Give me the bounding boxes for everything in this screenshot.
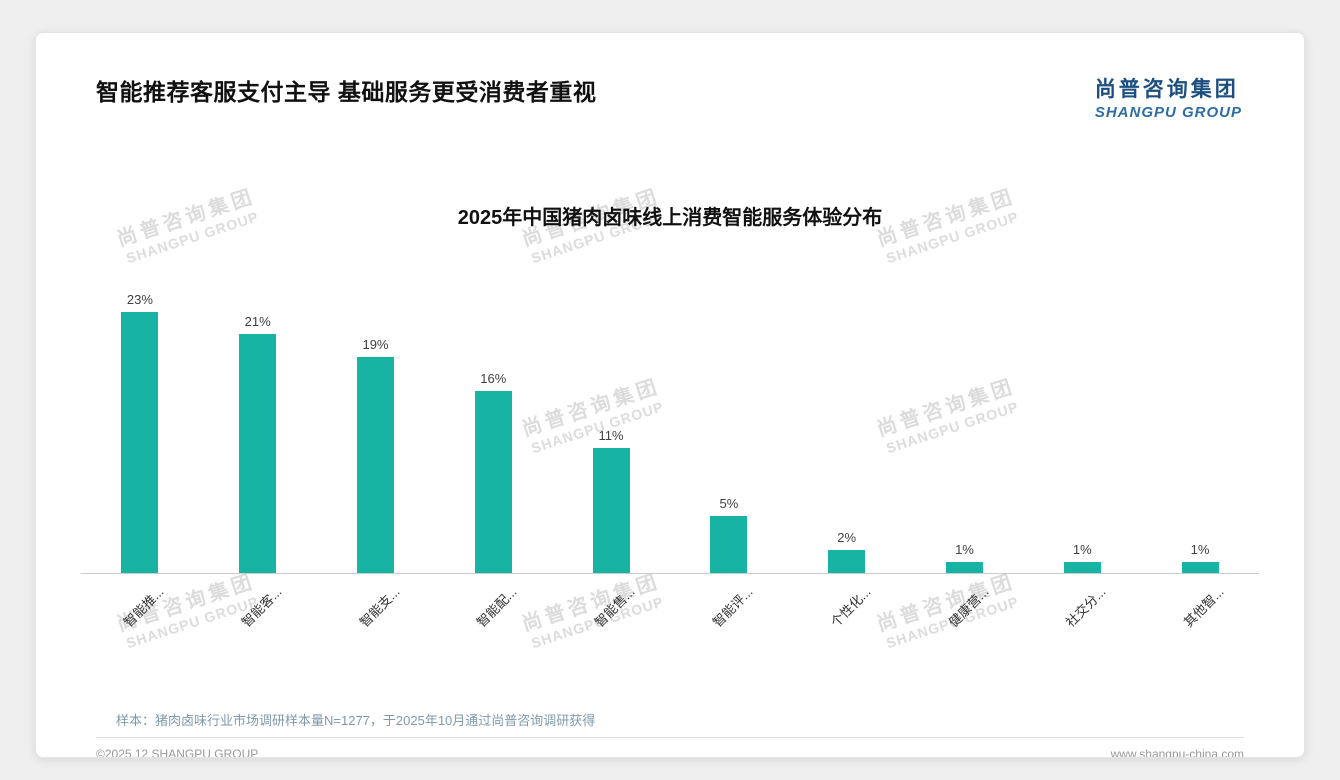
x-axis-cell: 智能评... (670, 574, 788, 674)
x-axis-label: 智能支... (356, 584, 403, 630)
x-axis-label: 智能评... (709, 584, 756, 630)
bar-group: 2% (788, 289, 906, 573)
bar-group: 5% (670, 289, 788, 573)
footer-website: www.shangpu-china.com (1110, 747, 1244, 758)
bar-group: 11% (552, 289, 670, 573)
x-axis-cell: 个性化... (788, 574, 906, 674)
x-axis-label: 其他智... (1180, 584, 1227, 630)
bar-value-label: 2% (837, 530, 857, 546)
bar-group: 1% (906, 289, 1024, 573)
brand-logo: 尚普咨询集团 SHANGPU GROUP (1095, 73, 1242, 121)
x-axis-cell: 智能售... (552, 574, 670, 674)
bar-value-label: 1% (1190, 541, 1210, 557)
bar-group: 16% (434, 289, 552, 573)
x-axis-label: 智能客... (238, 584, 285, 630)
bar (592, 448, 630, 573)
bar (1063, 561, 1101, 573)
x-axis-cell: 智能支... (317, 574, 435, 674)
x-axis-cell: 智能推... (81, 574, 199, 674)
x-axis-label: 个性化... (827, 584, 874, 630)
plot-wrap: 23% 21% 19% 16% 11% 5% 2% 1% 1% 1% 智能推... 智能客... 智能… (81, 289, 1259, 674)
bar (239, 334, 277, 573)
bar-group: 21% (199, 289, 317, 573)
bar-value-label: 19% (362, 337, 389, 353)
x-axis-cell: 其他智... (1141, 574, 1259, 674)
report-card: 尚普咨询集团 SHANGPU GROUP 尚普咨询集团 SHANGPU GROUP 尚普… (35, 32, 1305, 758)
bar (1181, 561, 1219, 573)
x-axis-cell: 健康营... (906, 574, 1024, 674)
plot-area: 23% 21% 19% 16% 11% 5% 2% 1% 1% 1% (81, 289, 1259, 574)
bar-group: 1% (1023, 289, 1141, 573)
x-axis-label: 智能售... (591, 584, 638, 630)
brand-logo-en: SHANGPU GROUP (1094, 104, 1242, 121)
bar-value-label: 23% (126, 291, 153, 307)
x-axis-cell: 智能客... (199, 574, 317, 674)
footer-copyright: ©2025.12 SHANGPU GROUP (96, 747, 259, 758)
bar-group: 23% (81, 289, 199, 573)
x-axis-cell: 社交分... (1023, 574, 1141, 674)
x-axis-cell: 智能配... (434, 574, 552, 674)
brand-logo-cn: 尚普咨询集团 (1094, 78, 1239, 101)
bar-value-label: 16% (480, 371, 507, 387)
bar (828, 550, 866, 573)
bar (121, 311, 159, 573)
bar (356, 357, 394, 573)
x-axis-label: 智能推... (120, 584, 167, 630)
bar-value-label: 11% (598, 428, 624, 444)
bar-value-label: 21% (244, 314, 271, 330)
bar (710, 516, 748, 573)
x-axis-label: 社交分... (1063, 584, 1110, 630)
page-title: 智能推荐客服支付主导 基础服务更受消费者重视 (96, 79, 597, 105)
x-axis-label: 智能配... (474, 584, 521, 630)
header: 智能推荐客服支付主导 基础服务更受消费者重视 尚普咨询集团 SHANGPU GR… (36, 33, 1304, 121)
chart-title: 2025年中国猪肉卤味线上消费智能服务体验分布 (457, 207, 883, 229)
bar (945, 561, 983, 573)
x-axis-labels: 智能推... 智能客... 智能支... 智能配... 智能售... 智能评... 个性化.… (81, 574, 1259, 674)
bar-chart: 2025年中国猪肉卤味线上消费智能服务体验分布 23% 21% 19% 16% 11% 5… (36, 201, 1304, 674)
sample-note: 样本：猪肉卤味行业市场调研样本量N=1277，于2025年10月通过尚普咨询调研… (116, 713, 596, 728)
bar (474, 391, 512, 573)
x-axis-label: 健康营... (945, 584, 992, 630)
bar-value-label: 1% (1072, 541, 1092, 557)
bar-group: 19% (317, 289, 435, 573)
bar-value-label: 1% (955, 541, 974, 557)
footer: ©2025.12 SHANGPU GROUP www.shangpu-china… (96, 737, 1244, 758)
bar-group: 1% (1141, 289, 1259, 573)
bar-value-label: 5% (719, 496, 739, 512)
